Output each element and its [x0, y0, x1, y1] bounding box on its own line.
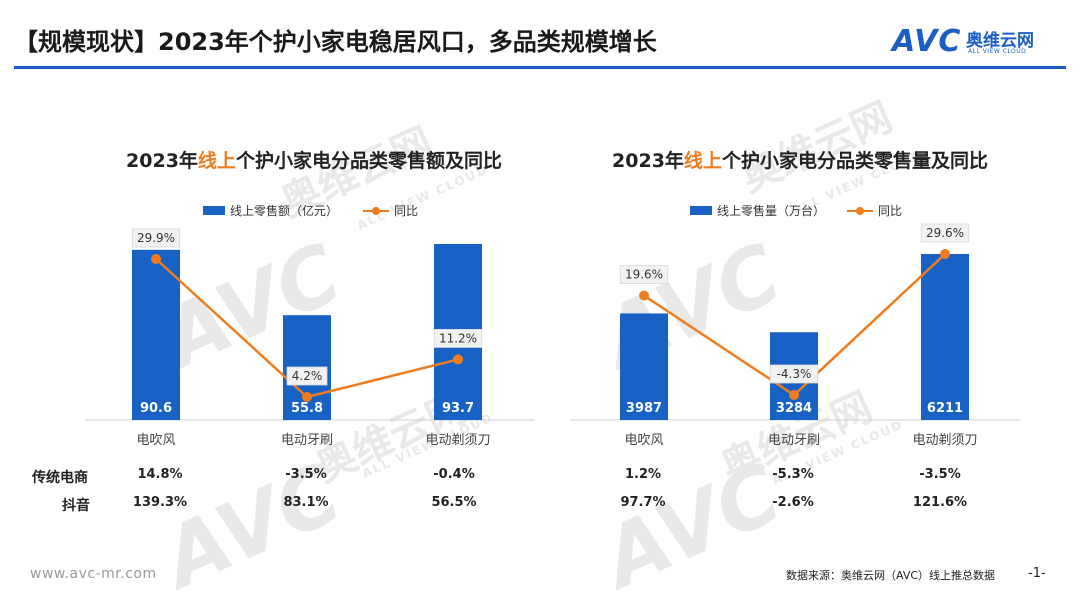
- row-value: -2.6%: [772, 495, 814, 510]
- row-value: 14.8%: [137, 467, 183, 482]
- bar: [620, 313, 668, 420]
- yoy-point: [639, 290, 649, 301]
- bar: [132, 249, 180, 420]
- row-value: -5.3%: [772, 467, 814, 482]
- row-value: 97.7%: [620, 495, 666, 510]
- legend-swatch: [690, 206, 712, 215]
- page-number: -1-: [1028, 566, 1046, 581]
- chart-right-plot: 3987 电吹风 3284 电动牙刷 6211 电动剃须刀 19.6% -4.3% 29.6%: [570, 223, 1020, 448]
- title-divider: [14, 66, 1066, 69]
- yoy-label-box: [920, 223, 970, 243]
- category-label: 电动牙刷: [768, 433, 820, 448]
- yoy-point: [789, 390, 799, 400]
- row-label-douyin: 抖音: [62, 498, 90, 514]
- yoy-value-label: 29.6%: [926, 226, 964, 240]
- chart-title-highlight: 线上: [197, 150, 236, 172]
- chart-title-prefix: 2023年: [612, 150, 684, 172]
- yoy-value-label: 29.9%: [137, 231, 175, 245]
- legend-line-marker: [847, 206, 873, 215]
- yoy-point: [940, 249, 950, 259]
- watermark: AVC: [590, 446, 795, 607]
- chart-title-right: 2023年线上个护小家电分品类零售量及同比: [550, 146, 1050, 173]
- row-value: 1.2%: [624, 467, 662, 482]
- legend-label: 线上零售量（万台）: [717, 204, 826, 218]
- yoy-value-label: 19.6%: [625, 268, 663, 282]
- category-label: 电吹风: [136, 433, 175, 448]
- chart-title-prefix: 2023年: [126, 150, 198, 172]
- bar-value-label: 6211: [927, 401, 963, 416]
- yoy-label-box: [619, 265, 669, 284]
- yoy-point: [453, 354, 463, 365]
- yoy-label-box: [131, 228, 181, 248]
- category-label: 电吹风: [624, 433, 663, 448]
- row-value: 121.6%: [912, 495, 968, 510]
- legend-label: 线上零售额（亿元）: [230, 204, 339, 218]
- watermark: AVC: [150, 446, 355, 607]
- yoy-label-box: [433, 329, 483, 348]
- legend-line-right: 同比: [847, 202, 902, 219]
- category-label: 电动牙刷: [281, 433, 333, 448]
- chart-title-highlight: 线上: [683, 150, 722, 172]
- bar-value-label: 55.8: [291, 401, 323, 416]
- bar-value-label: 93.7: [442, 401, 474, 416]
- page-title: 【规模现状】2023年个护小家电稳居风口，多品类规模增长: [14, 28, 657, 56]
- yoy-value-label: 11.2%: [439, 331, 477, 345]
- yoy-label-box: [769, 364, 819, 384]
- yoy-label-box: [286, 366, 328, 386]
- row-value: -3.5%: [919, 467, 961, 482]
- category-label: 电动剃须刀: [425, 433, 490, 448]
- chart-title-left: 2023年线上个护小家电分品类零售额及同比: [64, 146, 564, 173]
- row-value: 56.5%: [431, 495, 477, 510]
- logo-mark: AVC: [892, 24, 962, 59]
- legend-bar-left: 线上零售额（亿元）: [203, 202, 338, 219]
- legend-line-left: 同比: [363, 202, 418, 219]
- website-url: www.avc-mr.com: [30, 566, 157, 582]
- data-source-note: 数据来源：奥维云网（AVC）线上推总数据: [786, 569, 996, 582]
- brand-logo: AVC 奥维云网 ALL VIEW CLOUD: [892, 24, 1034, 59]
- bar-value-label: 3284: [776, 401, 812, 416]
- legend-label: 同比: [394, 204, 419, 218]
- yoy-point: [302, 392, 312, 402]
- row-value: 139.3%: [132, 495, 188, 510]
- bar-value-label: 3987: [626, 401, 662, 416]
- row-value: 83.1%: [283, 495, 329, 510]
- logo-cn-text: 奥维云网: [966, 31, 1034, 51]
- yoy-value-label: -4.3%: [777, 367, 812, 381]
- legend-bar-right: 线上零售量（万台）: [690, 202, 825, 219]
- chart-left-plot: 90.6 电吹风 55.8 电动牙刷 93.7 电动剃须刀 29.9% 4.2% 11.2%: [85, 228, 535, 448]
- legend-swatch: [203, 206, 225, 215]
- row-value: -0.4%: [433, 467, 475, 482]
- row-value: -3.5%: [285, 467, 327, 482]
- yoy-point: [151, 254, 161, 264]
- bar: [921, 254, 969, 420]
- legend-label: 同比: [878, 204, 903, 218]
- chart-title-suffix: 个护小家电分品类零售量及同比: [721, 150, 988, 172]
- row-label-traditional-ecommerce: 传统电商: [32, 470, 88, 486]
- bar-value-label: 90.6: [140, 401, 172, 416]
- logo-en-text: ALL VIEW CLOUD: [968, 48, 1027, 55]
- yoy-value-label: 4.2%: [292, 369, 323, 383]
- category-label: 电动剃须刀: [912, 433, 977, 448]
- legend-line-marker: [363, 206, 389, 215]
- chart-title-suffix: 个护小家电分品类零售额及同比: [235, 150, 502, 172]
